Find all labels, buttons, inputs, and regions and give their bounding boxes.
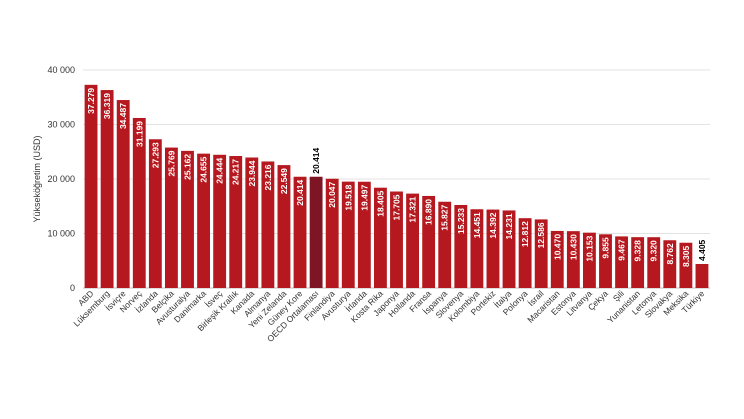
bar-value-label: 19.497 <box>359 184 369 210</box>
bar <box>550 230 564 288</box>
bar <box>116 100 130 288</box>
bar <box>197 153 211 288</box>
bar <box>148 139 162 288</box>
bar-value-label: 19.518 <box>343 184 353 210</box>
bars <box>84 84 709 288</box>
bar <box>245 157 259 288</box>
y-axis-title: Yükseköğretim (USD) <box>32 135 42 222</box>
bar-value-label: 20.047 <box>327 181 337 207</box>
value-labels: 37.279 36.319 34.487 31.199 27.293 25.769 25.1… <box>86 88 707 267</box>
bar <box>357 181 371 288</box>
bar-value-label: 23.944 <box>247 160 257 186</box>
bar-value-label: 37.279 <box>86 88 96 114</box>
y-tick-label: 0 <box>70 283 75 293</box>
bar-value-label: 9.467 <box>617 239 627 261</box>
bar <box>518 218 532 288</box>
bar <box>615 236 629 288</box>
bar-value-label: 9.320 <box>649 240 659 262</box>
bar-value-label: 10.470 <box>552 234 562 260</box>
bar <box>679 242 693 288</box>
bar <box>309 176 323 288</box>
bar <box>341 181 355 288</box>
bar <box>438 201 452 288</box>
y-tick-label: 10 000 <box>47 229 75 239</box>
bar-value-label: 36.319 <box>102 93 112 119</box>
bar <box>631 237 645 288</box>
bar <box>293 176 307 288</box>
bar-value-label: 18.405 <box>375 190 385 216</box>
bar-value-label: 14.392 <box>488 212 498 238</box>
bar-value-label: 25.769 <box>166 150 176 176</box>
bar-value-label: 8.305 <box>681 245 691 267</box>
y-tick-label: 20 000 <box>47 174 75 184</box>
bar <box>406 193 420 288</box>
bar <box>502 210 516 288</box>
bar <box>373 187 387 288</box>
bar <box>470 209 484 288</box>
bar-value-label: 31.199 <box>134 121 144 147</box>
bar <box>599 234 612 288</box>
bar <box>582 232 596 288</box>
bar-value-label: 12.586 <box>536 222 546 248</box>
bar-value-label: 27.293 <box>150 142 160 168</box>
bar-value-label: 24.217 <box>231 159 241 185</box>
bar-value-label: 15.233 <box>456 208 466 234</box>
bar <box>422 195 436 288</box>
bar-value-label: 15.827 <box>440 204 450 230</box>
bar-value-label: 34.487 <box>118 103 128 129</box>
bar-value-label: 22.549 <box>279 168 289 194</box>
bar <box>84 84 98 288</box>
bar-value-label: 17.705 <box>392 194 402 220</box>
bar <box>181 150 194 288</box>
bar-value-label: 24.444 <box>215 158 225 184</box>
bar <box>454 204 468 288</box>
bar-value-label: 4.405 <box>697 239 707 261</box>
bar <box>325 178 339 288</box>
y-axis-ticks: 0 10 000 20 000 30 000 40 000 <box>47 65 75 293</box>
bar <box>261 161 275 288</box>
bar <box>647 237 661 288</box>
bar-value-label: 14.451 <box>472 212 482 238</box>
bar <box>213 154 227 288</box>
bar-value-label: 12.812 <box>520 221 530 247</box>
bar-value-label: 9.328 <box>633 240 643 262</box>
bar-value-label: 20.414 <box>295 179 305 205</box>
bar-value-label: 10.153 <box>584 235 594 261</box>
bar <box>390 191 403 288</box>
bar-value-label: 25.162 <box>183 154 193 180</box>
bar <box>277 165 291 288</box>
bar <box>566 231 580 288</box>
bar <box>486 209 500 288</box>
bar-value-label: 20.414 <box>311 147 321 173</box>
bar <box>695 263 709 288</box>
bar-value-label: 8.762 <box>665 243 675 265</box>
bar <box>164 147 178 288</box>
y-tick-label: 40 000 <box>47 65 75 75</box>
y-tick-label: 30 000 <box>47 120 75 130</box>
bar-value-label: 24.655 <box>199 156 209 182</box>
bar <box>229 156 243 288</box>
bar-value-label: 16.890 <box>424 199 434 225</box>
bar <box>132 117 146 288</box>
x-axis-category-labels: ABDLüksemburgİsviçreNorveçİzlandaBelçika… <box>71 288 706 344</box>
bar-value-label: 10.430 <box>568 234 578 260</box>
bar <box>100 90 114 288</box>
bar-value-label: 9.855 <box>601 237 611 259</box>
bar <box>534 219 548 288</box>
bar-value-label: 23.216 <box>263 164 273 190</box>
bar-value-label: 14.231 <box>504 213 514 239</box>
bar <box>663 240 677 288</box>
bar-value-label: 17.321 <box>408 196 418 222</box>
